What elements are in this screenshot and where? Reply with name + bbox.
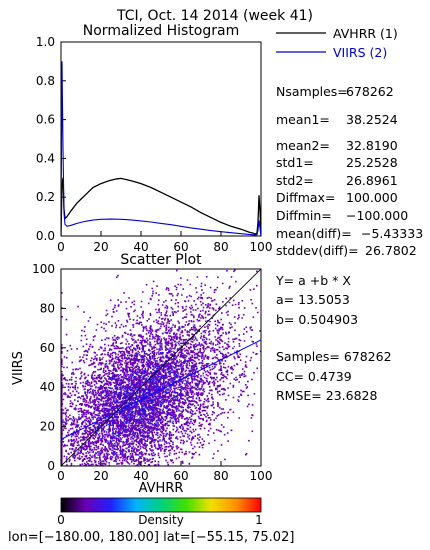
histogram-stats: Nsamples= 678262 mean1= 38.2524 mean2= 3…: [276, 84, 423, 258]
scatter-y-tick-label: 60: [40, 341, 55, 355]
stat-value-nsamples: 678262: [346, 84, 394, 99]
histogram-x-tick-label: 0: [57, 240, 65, 254]
histogram-y-tick-label: 0.4: [36, 151, 55, 165]
stat-value-diffmin: −100.000: [346, 208, 408, 223]
scatter-y-tick-label: 0: [47, 459, 55, 473]
stat-label-mean-diff: mean(diff)=: [276, 226, 352, 241]
histogram-plot-frame: [60, 41, 262, 237]
regression-intercept: a= 13.5053: [276, 292, 350, 307]
histogram-y-tick-label: 0.0: [36, 229, 55, 243]
histogram-y-tick-label: 0.8: [36, 74, 55, 88]
scatter-points-mid-density: [61, 312, 236, 466]
stat-label-stddev-diff: stddev(diff)=: [276, 243, 359, 258]
histogram-y-tick-label: 1.0: [36, 35, 55, 49]
stat-value-stddev-diff: 26.7802: [365, 243, 417, 258]
stat-value-std1: 25.2528: [346, 155, 398, 170]
histogram-series-viirs-line: [61, 61, 261, 236]
histogram-x-tick-label: 40: [133, 240, 148, 254]
stat-label-std1: std1=: [276, 155, 314, 170]
summary-rmse: RMSE= 23.6828: [276, 388, 377, 403]
scatter-ticks: 0 20 40 60 80 100 0 20 40 60 80 100: [32, 262, 272, 483]
scatter-x-tick-label: 60: [173, 469, 188, 483]
legend-label-viirs: VIIRS (2): [333, 45, 387, 60]
stat-value-std2: 26.8961: [346, 173, 398, 188]
histogram-x-tick-label: 20: [93, 240, 108, 254]
colorbar-max-label: 1: [255, 513, 263, 527]
histogram-x-tick-label: 80: [213, 240, 228, 254]
histogram-series-avhrr-line: [61, 177, 261, 236]
regression-slope: b= 0.504903: [276, 312, 358, 327]
scatter-x-tick-label: 0: [57, 469, 65, 483]
stat-label-diffmin: Diffmin=: [276, 208, 332, 223]
stat-value-mean1: 38.2524: [346, 112, 398, 127]
stat-label-mean2: mean2=: [276, 138, 330, 153]
scatter-y-tick-label: 100: [32, 262, 55, 276]
scatter-y-axis-label: VIIRS: [11, 351, 26, 385]
stat-label-diffmax: Diffmax=: [276, 190, 335, 205]
scatter-title: Scatter Plot: [120, 252, 202, 268]
scatter-y-tick-label: 40: [40, 380, 55, 394]
histogram-y-tick-label: 0.2: [36, 190, 55, 204]
summary-samples: Samples= 678262: [276, 349, 392, 364]
stat-label-mean1: mean1=: [276, 112, 330, 127]
scatter-one-to-one-line: [61, 269, 261, 466]
coverage-footer: lon=[−180.00, 180.00] lat=[−55.15, 75.02…: [8, 530, 294, 545]
scatter-x-tick-label: 20: [93, 469, 108, 483]
scatter-regression-text: Y= a +b * X a= 13.5053 b= 0.504903 Sampl…: [275, 273, 392, 403]
regression-equation: Y= a +b * X: [275, 273, 351, 288]
histogram-x-tick-label: 100: [250, 240, 273, 254]
scatter-x-axis-label: AVHRR: [139, 481, 184, 496]
stat-value-diffmax: 100.000: [346, 190, 398, 205]
histogram-title: Normalized Histogram: [83, 23, 239, 39]
stat-label-nsamples: Nsamples=: [276, 84, 348, 99]
page-title: TCI, Oct. 14 2014 (week 41): [116, 8, 313, 24]
stat-value-mean-diff: −5.43333: [361, 226, 423, 241]
scatter-x-tick-label: 80: [213, 469, 228, 483]
summary-cc: CC= 0.4739: [276, 369, 352, 384]
histogram-y-tick-label: 0.6: [36, 113, 55, 127]
stat-value-mean2: 32.8190: [346, 138, 398, 153]
colorbar-min-label: 0: [57, 513, 65, 527]
histogram-x-tick-label: 60: [173, 240, 188, 254]
scatter-x-tick-label: 40: [133, 469, 148, 483]
scatter-x-tick-label: 100: [250, 469, 273, 483]
scatter-regression-line: [61, 339, 261, 440]
colorbar: [60, 497, 262, 513]
scatter-y-tick-label: 20: [40, 420, 55, 434]
legend-label-avhrr: AVHRR (1): [333, 26, 398, 41]
scatter-plot-frame: [60, 268, 262, 467]
histogram-legend: AVHRR (1) VIIRS (2): [276, 26, 398, 60]
scatter-y-tick-label: 80: [40, 301, 55, 315]
stat-label-std2: std2=: [276, 173, 314, 188]
colorbar-label: Density: [138, 513, 184, 527]
